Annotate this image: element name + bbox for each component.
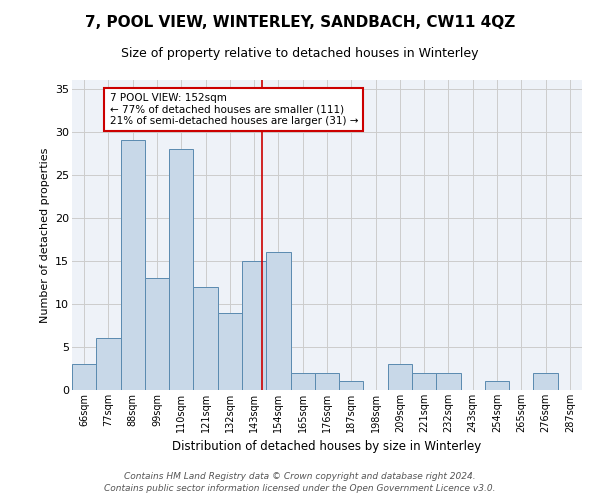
- Bar: [72, 364, 96, 390]
- Bar: [339, 382, 364, 390]
- X-axis label: Distribution of detached houses by size in Winterley: Distribution of detached houses by size …: [172, 440, 482, 454]
- Bar: [193, 286, 218, 390]
- Bar: [145, 278, 169, 390]
- Text: 7 POOL VIEW: 152sqm
← 77% of detached houses are smaller (111)
21% of semi-detac: 7 POOL VIEW: 152sqm ← 77% of detached ho…: [110, 93, 358, 126]
- Bar: [242, 261, 266, 390]
- Bar: [436, 373, 461, 390]
- Text: Contains HM Land Registry data © Crown copyright and database right 2024.: Contains HM Land Registry data © Crown c…: [124, 472, 476, 481]
- Bar: [315, 373, 339, 390]
- Bar: [266, 252, 290, 390]
- Bar: [96, 338, 121, 390]
- Bar: [485, 382, 509, 390]
- Bar: [218, 312, 242, 390]
- Y-axis label: Number of detached properties: Number of detached properties: [40, 148, 50, 322]
- Bar: [533, 373, 558, 390]
- Bar: [412, 373, 436, 390]
- Text: Size of property relative to detached houses in Winterley: Size of property relative to detached ho…: [121, 48, 479, 60]
- Bar: [169, 149, 193, 390]
- Text: Contains public sector information licensed under the Open Government Licence v3: Contains public sector information licen…: [104, 484, 496, 493]
- Bar: [388, 364, 412, 390]
- Text: 7, POOL VIEW, WINTERLEY, SANDBACH, CW11 4QZ: 7, POOL VIEW, WINTERLEY, SANDBACH, CW11 …: [85, 15, 515, 30]
- Bar: [290, 373, 315, 390]
- Bar: [121, 140, 145, 390]
